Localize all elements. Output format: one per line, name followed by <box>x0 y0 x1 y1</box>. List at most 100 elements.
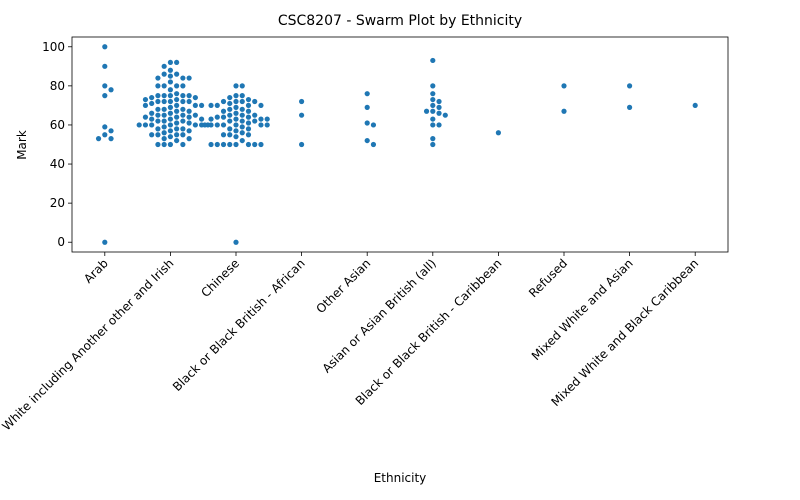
point <box>180 93 186 99</box>
point <box>167 116 173 122</box>
point <box>161 141 167 148</box>
point <box>174 91 180 97</box>
point <box>167 141 173 148</box>
point <box>264 116 270 122</box>
x-tick-label: Chinese <box>198 256 242 300</box>
point <box>227 112 233 118</box>
point <box>245 132 252 138</box>
point <box>102 239 108 245</box>
point <box>180 126 186 132</box>
point <box>436 98 442 105</box>
point <box>258 141 264 148</box>
point <box>430 83 436 89</box>
point <box>174 59 180 66</box>
point <box>186 93 192 99</box>
point <box>430 116 436 122</box>
point <box>227 141 233 148</box>
point <box>136 122 142 128</box>
y-tick-label: 60 <box>50 118 65 132</box>
point <box>108 136 114 142</box>
point <box>245 120 252 126</box>
point <box>627 83 633 89</box>
point <box>220 122 227 128</box>
point <box>167 128 173 134</box>
point <box>180 75 186 81</box>
point <box>102 63 108 69</box>
point <box>233 122 239 128</box>
point <box>208 102 214 109</box>
point <box>208 116 214 122</box>
point <box>227 126 233 132</box>
point <box>233 141 239 148</box>
point <box>102 44 108 50</box>
point <box>95 136 102 142</box>
point <box>364 137 370 144</box>
point <box>239 112 245 118</box>
point <box>214 141 220 148</box>
point <box>245 114 252 120</box>
point <box>167 67 173 73</box>
point <box>167 79 173 85</box>
point <box>174 102 180 109</box>
point <box>186 136 192 142</box>
point <box>430 57 436 64</box>
point <box>299 112 305 118</box>
plot-frame <box>71 36 729 253</box>
point <box>233 116 239 122</box>
point <box>149 94 155 101</box>
point <box>155 93 161 99</box>
point <box>174 126 180 132</box>
point <box>430 141 436 148</box>
point <box>186 75 192 81</box>
point <box>561 83 567 89</box>
point <box>370 122 377 128</box>
point <box>155 112 161 118</box>
point <box>142 122 149 128</box>
x-tick-label: Other Asian <box>313 256 373 316</box>
point <box>220 114 227 120</box>
chart-title: CSC8207 - Swarm Plot by Ethnicity <box>278 13 522 29</box>
point <box>227 100 233 107</box>
point <box>233 110 239 116</box>
point <box>252 118 258 124</box>
point <box>149 122 155 128</box>
y-tick-label: 100 <box>42 40 65 54</box>
point <box>161 118 167 124</box>
point <box>102 132 108 138</box>
point <box>180 132 186 138</box>
point <box>161 71 167 77</box>
point <box>142 114 149 120</box>
point <box>155 106 161 112</box>
point <box>239 137 245 144</box>
point <box>102 93 108 99</box>
point <box>233 134 239 140</box>
point <box>161 130 167 136</box>
point <box>161 83 167 89</box>
point <box>142 102 149 109</box>
point <box>102 83 108 89</box>
point <box>233 83 239 89</box>
point <box>430 96 436 103</box>
point <box>192 112 198 118</box>
point <box>264 122 270 128</box>
point <box>214 122 220 128</box>
point <box>167 87 173 93</box>
y-tick-label: 40 <box>50 157 65 171</box>
point <box>186 120 192 126</box>
point <box>142 96 149 103</box>
point <box>495 130 501 136</box>
point <box>174 132 180 138</box>
point <box>199 116 205 122</box>
x-tick-label: Black or Black British - African <box>170 256 308 394</box>
point <box>155 126 161 132</box>
point <box>161 93 167 99</box>
point <box>245 108 252 114</box>
point <box>233 98 239 105</box>
point <box>561 108 567 114</box>
point <box>258 116 264 122</box>
point <box>239 93 245 99</box>
point <box>208 141 214 148</box>
point <box>180 141 186 148</box>
point <box>186 98 192 105</box>
